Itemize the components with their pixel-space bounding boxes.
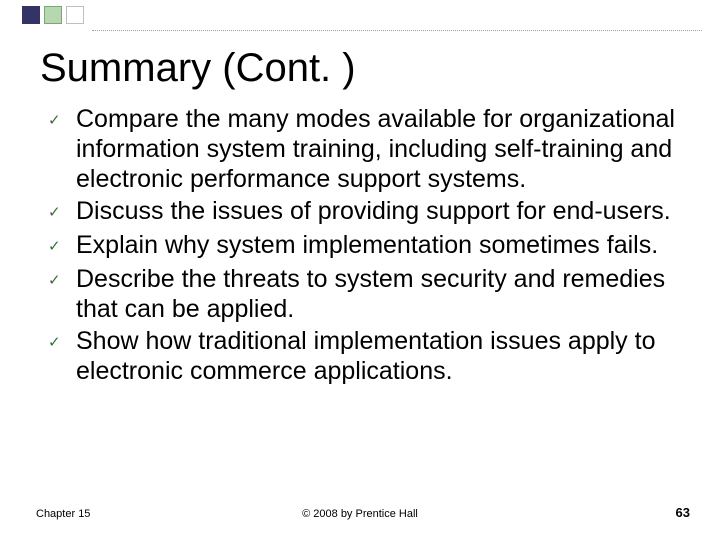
slide: Summary (Cont. ) ✓ Compare the many mode… (0, 0, 720, 540)
slide-footer: Chapter 15 © 2008 by Prentice Hall 63 (0, 500, 720, 520)
checkmark-icon: ✓ (44, 326, 76, 358)
bullet-item: ✓ Explain why system implementation some… (44, 230, 684, 262)
bullet-text: Describe the threats to system security … (76, 264, 684, 324)
checkmark-icon: ✓ (44, 104, 76, 136)
footer-copyright: © 2008 by Prentice Hall (0, 508, 720, 520)
bullet-text: Explain why system implementation someti… (76, 230, 684, 260)
bullet-text: Discuss the issues of providing support … (76, 196, 684, 226)
deco-square-3 (66, 6, 84, 24)
checkmark-icon: ✓ (44, 196, 76, 228)
checkmark-icon: ✓ (44, 264, 76, 296)
top-divider (92, 30, 702, 31)
bullet-item: ✓ Compare the many modes available for o… (44, 104, 684, 194)
deco-square-1 (22, 6, 40, 24)
bullet-text: Show how traditional implementation issu… (76, 326, 684, 386)
bullet-text: Compare the many modes available for org… (76, 104, 684, 194)
bullet-item: ✓ Describe the threats to system securit… (44, 264, 684, 324)
corner-decoration (22, 6, 84, 24)
bullet-item: ✓ Show how traditional implementation is… (44, 326, 684, 386)
bullet-item: ✓ Discuss the issues of providing suppor… (44, 196, 684, 228)
deco-square-2 (44, 6, 62, 24)
footer-page-number: 63 (676, 505, 690, 520)
slide-body: ✓ Compare the many modes available for o… (44, 104, 684, 388)
slide-title: Summary (Cont. ) (40, 46, 356, 91)
checkmark-icon: ✓ (44, 230, 76, 262)
